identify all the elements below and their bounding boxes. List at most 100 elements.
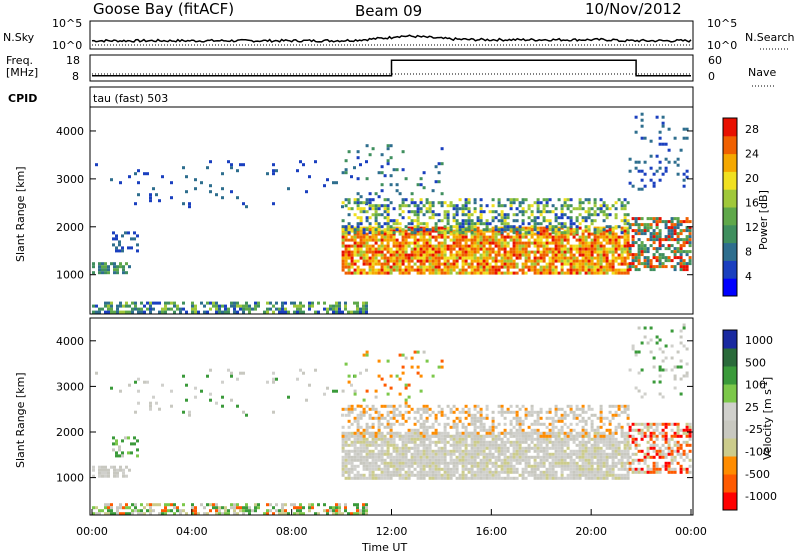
power-cells-cell [563, 204, 567, 208]
power-cells-cell [560, 253, 564, 257]
vel-cells-cell [395, 419, 399, 423]
vel-cells-cell [389, 428, 393, 432]
vel-cells-cell [104, 471, 107, 475]
power-cells-cell [521, 201, 525, 205]
power-cells-cell [637, 217, 641, 221]
power-cells-cell [551, 210, 555, 214]
power-cells-cell [302, 163, 305, 167]
vel-cells-cell [473, 458, 477, 462]
power-cells-cell [518, 204, 522, 208]
power-cells-cell [209, 307, 212, 311]
power-cells-cell [359, 247, 363, 251]
power-cells-cell [407, 259, 411, 263]
power-cells-cell [335, 181, 338, 185]
vel-cells-cell [281, 506, 284, 510]
power-cells-cell [539, 268, 543, 272]
power-cells-cell [194, 187, 197, 191]
power-cells-cell [410, 201, 414, 205]
power-cells-cell [116, 307, 119, 311]
power-cells-cell [673, 268, 677, 272]
power-cells-cell [509, 229, 513, 233]
power-cells-cell [440, 268, 444, 272]
power-cells-cell [344, 247, 348, 251]
vel-cells-cell [419, 464, 423, 468]
power-cells-cell [506, 259, 510, 263]
vel-cells-cell [338, 506, 341, 510]
vel-cells-cell [605, 467, 609, 471]
vel-cells-cell [425, 425, 429, 429]
vel-cells-cell [491, 410, 495, 414]
power-cells-cell [116, 271, 119, 275]
power-cells-cell [539, 259, 543, 263]
vel-cells-cell [458, 431, 462, 435]
power-cells-cell [503, 235, 507, 239]
power-cells-cell [655, 238, 659, 242]
power-cells-cell [587, 201, 591, 205]
vel-cells-cell [428, 455, 432, 459]
power-cells-cell [623, 238, 627, 242]
power-cells-cell [431, 259, 435, 263]
power-cells-cell [605, 229, 609, 233]
vel-cells-cell [296, 377, 299, 381]
power-cells-cell [676, 262, 680, 266]
power-cells-cell [494, 235, 498, 239]
power-cells-cell [563, 213, 567, 217]
vel-cells-cell [302, 371, 305, 375]
vel-cells-cell [578, 440, 582, 444]
power-cells-cell [425, 207, 429, 211]
power-cells-cell [512, 219, 516, 223]
vel-cells-cell [458, 443, 462, 447]
vel-cells-cell [587, 455, 591, 459]
power-cells-cell [407, 271, 411, 275]
vel-cells-cell [596, 443, 600, 447]
power-cells-cell [655, 247, 659, 251]
vel-cells-cell [365, 509, 368, 513]
vel-cells-cell [536, 461, 540, 465]
power-cells-cell [515, 253, 519, 257]
power-cells-cell [536, 231, 540, 235]
vel-cells-cell [359, 434, 363, 438]
vel-cells-cell [467, 476, 471, 480]
power-cells-cell [458, 250, 462, 254]
vel-cells-cell [500, 458, 504, 462]
vel-cells-cell [296, 509, 299, 513]
vel-cells-cell [365, 350, 369, 354]
power-cells-cell [548, 222, 552, 226]
vel-cells-cell [661, 443, 665, 447]
power-cells-cell [599, 226, 603, 230]
power-colorbar-cell [723, 153, 737, 172]
vel-cells-cell [401, 353, 405, 357]
power-cells-cell [203, 310, 206, 314]
power-cells-cell [380, 265, 384, 269]
vel-cells-cell [437, 434, 441, 438]
power-cells-cell [245, 307, 248, 311]
vel-cells-cell [131, 509, 134, 513]
vel-cells-cell [125, 506, 128, 510]
power-cells-cell [667, 226, 671, 230]
power-cells-cell [386, 147, 390, 151]
vel-cells-cell [215, 512, 218, 516]
power-ytick-label: 3000 [56, 173, 84, 186]
vel-cells-cell [461, 425, 465, 429]
vel-cells-cell [590, 476, 594, 480]
vel-cells-cell [416, 446, 420, 450]
vel-cells-cell [482, 434, 486, 438]
power-cells-cell [182, 307, 185, 311]
vel-cells-cell [617, 446, 621, 450]
power-cells-cell [676, 163, 680, 167]
power-cells-cell [443, 271, 447, 275]
vel-cells-cell [473, 422, 477, 426]
vel-cells-cell [437, 422, 441, 426]
vel-cells-cell [521, 431, 525, 435]
power-cells-cell [467, 210, 471, 214]
vel-cells-cell [560, 428, 564, 432]
power-cells-cell [596, 247, 600, 251]
power-cells-cell [628, 268, 632, 272]
power-cells-cell [362, 253, 366, 257]
power-cells-cell [449, 244, 453, 248]
power-cells-cell [542, 253, 546, 257]
power-cells-cell [479, 204, 483, 208]
vel-cells-cell [446, 404, 450, 408]
vel-cells-cell [344, 503, 347, 507]
power-cells-cell [440, 256, 444, 260]
